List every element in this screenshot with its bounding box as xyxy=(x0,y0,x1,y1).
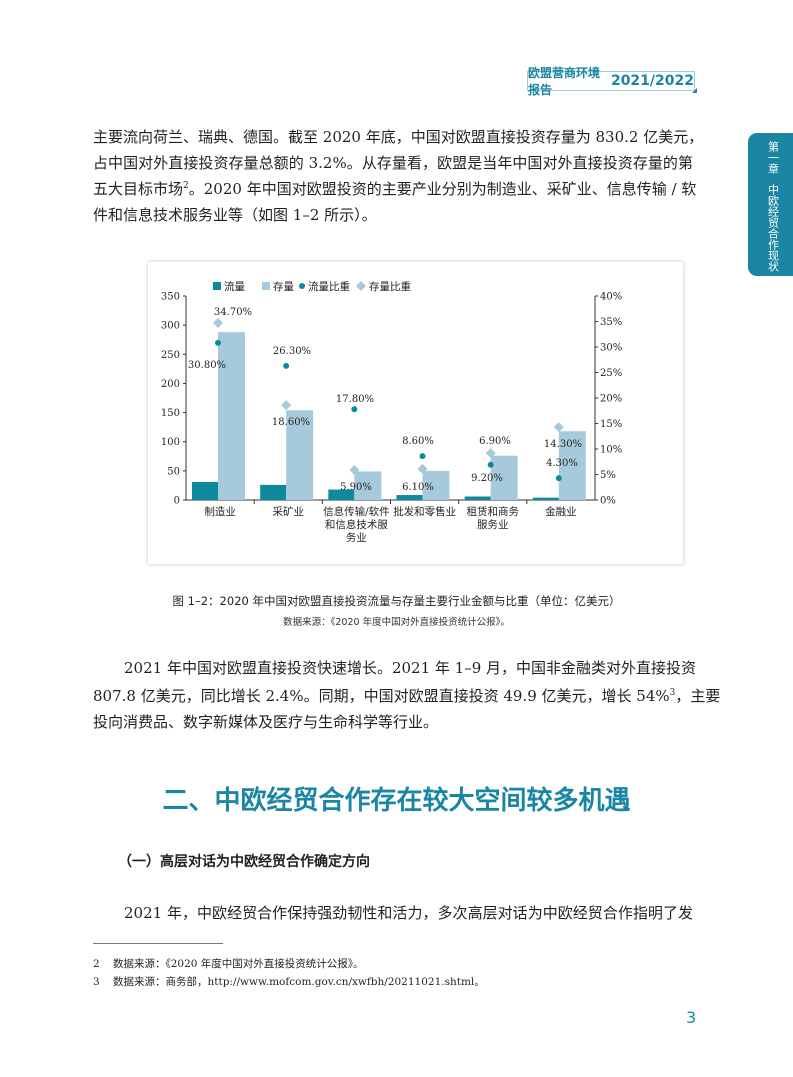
footnote-ref[interactable]: 2 xyxy=(183,181,189,191)
x-tick-label: 租赁和商务 xyxy=(467,505,520,518)
figure-source: 数据来源：《2020 年度中国对外直接投资统计公报》。 xyxy=(283,617,510,628)
stock-bar xyxy=(558,431,586,500)
y-tick-label: 0 xyxy=(174,496,180,507)
y2-tick-label: 25% xyxy=(600,368,622,379)
legend-flow-share-marker xyxy=(299,283,305,289)
paragraph-3: 2021 年，中欧经贸合作保持强劲韧性和活力，多次高层对话为中欧经贸合作指明了发 xyxy=(124,904,693,922)
legend-stock-label: 存量 xyxy=(273,280,294,293)
stock-bar xyxy=(490,455,518,500)
legend-flow-swatch xyxy=(213,282,221,290)
x-tick-label: 制造业 xyxy=(204,505,236,518)
y2-tick-label: 20% xyxy=(600,394,622,405)
legend-flow-label: 流量 xyxy=(224,280,245,293)
bar-chart: 0 50 100 150 200 250 300 350 0% 5% 10% 15% 20% 25% 30%… xyxy=(161,280,622,544)
y2-tick-label: 40% xyxy=(600,292,622,303)
x-tick-label: 批发和零售业 xyxy=(393,505,456,518)
y-tick-label: 200 xyxy=(161,379,180,390)
text-line: 主要流向荷兰、瑞典、德国。截至 2020 年底，中国对欧盟直接投资存量为 830… xyxy=(93,128,704,146)
flow-share-label: 4.30% xyxy=(546,458,578,469)
chart-figure: 0 50 100 150 200 250 300 350 0% 5% 10% 15% 20% 25% 30%… xyxy=(148,262,683,564)
x-tick-label: 信息传输/软件 xyxy=(323,505,390,518)
running-header: 欧盟营商环境报告 2021/2022 xyxy=(527,66,697,97)
y-tick-label: 250 xyxy=(161,350,180,361)
corner-mark xyxy=(692,88,697,93)
subsection-heading: （一）高层对话为中欧经贸合作确定方向 xyxy=(118,854,370,870)
stock-bar xyxy=(422,470,450,500)
flow-bar xyxy=(192,481,218,500)
stock-bar xyxy=(286,410,314,500)
y-tick-label: 350 xyxy=(161,292,180,303)
x-tick-label: 务业 xyxy=(346,531,367,544)
y2-tick-label: 15% xyxy=(600,419,622,430)
y2-tick-label: 5% xyxy=(600,470,616,481)
chapter-title: 中欧经贸合作现状 xyxy=(766,184,780,272)
header-year: 2021/2022 xyxy=(610,73,694,89)
y-tick-label: 300 xyxy=(161,321,180,332)
flow-bar xyxy=(328,489,355,500)
text-line: 占中国对外直接投资存量总额的 3.2%。从存量看，欧盟是当年中国对外直接投资存量… xyxy=(93,154,693,172)
stock-share-label: 18.60% xyxy=(272,417,310,428)
stock-share-diamond xyxy=(349,464,360,475)
flow-share-label: 8.60% xyxy=(402,436,434,447)
footnote: 3 数据来源：商务部，http://www.mofcom.gov.cn/xwfbh… xyxy=(93,976,485,988)
flow-bar xyxy=(260,484,287,500)
y-tick-label: 50 xyxy=(167,466,180,477)
stock-share-diamond xyxy=(417,463,428,474)
legend-stock-share-marker xyxy=(356,281,366,291)
footnote: 2 数据来源：《2020 年度中国对外直接投资统计公报》。 xyxy=(93,958,364,970)
y2-tick-label: 10% xyxy=(600,445,622,456)
y2-tick-label: 0% xyxy=(600,496,616,507)
text-line: 2021 年中国对欧盟直接投资快速增长。2021 年 1–9 月，中国非金融类对… xyxy=(124,659,697,677)
flow-share-label: 6.90% xyxy=(479,436,511,447)
stock-share-label: 14.30% xyxy=(544,439,582,450)
y2-tick-label: 30% xyxy=(600,343,622,354)
stock-share-diamond xyxy=(485,448,496,459)
section-heading: 二、中欧经贸合作存在较大空间较多机遇 xyxy=(162,786,631,816)
stock-share-label: 6.10% xyxy=(402,482,434,493)
figure-caption: 图 1–2：2020 年中国对欧盟直接投资流量与存量主要行业金额与比重（单位：亿… xyxy=(172,594,621,608)
text-line: 投向消费品、数字新媒体及医疗与生命科学等行业。 xyxy=(93,713,439,731)
flow-share-dot xyxy=(555,475,562,482)
footnote-ref[interactable]: 3 xyxy=(669,688,676,698)
y-tick-label: 150 xyxy=(161,408,180,419)
text-line: 件和信息技术服务业等（如图 1–2 所示）。 xyxy=(93,206,377,224)
text-line: 807.8 亿美元，同比增长 2.4%。同期，中国对欧盟直接投资 49.9 亿美… xyxy=(93,687,721,705)
stock-share-label: 5.90% xyxy=(340,482,372,493)
stock-share-diamond xyxy=(281,400,292,411)
header-title: 欧盟营商环境报告 xyxy=(528,66,601,97)
flow-share-label: 30.80% xyxy=(188,360,226,371)
legend-stock-share-label: 存量比重 xyxy=(369,280,411,293)
flow-share-label: 26.30% xyxy=(273,346,311,357)
stock-share-label: 34.70% xyxy=(214,307,252,318)
flow-bar xyxy=(396,495,423,500)
flow-share-label: 17.80% xyxy=(336,394,374,405)
flow-share-dot xyxy=(215,339,221,346)
flow-bar xyxy=(464,496,491,500)
page-number: 3 xyxy=(686,1008,697,1027)
flow-share-dot xyxy=(351,406,358,413)
x-tick-label: 和信息技术服 xyxy=(325,518,388,531)
x-tick-label: 服务业 xyxy=(477,518,509,531)
footnote-divider xyxy=(93,943,223,944)
flow-share-dot xyxy=(487,461,494,468)
flow-share-dot xyxy=(283,362,290,369)
stock-share-diamond xyxy=(553,422,564,433)
chapter-tab: 第一章 中欧经贸合作现状 xyxy=(748,133,793,276)
stock-share-diamond xyxy=(213,318,223,329)
stock-share-label: 9.20% xyxy=(471,473,503,484)
flow-share-dot xyxy=(419,453,426,460)
y-tick-label: 100 xyxy=(161,437,180,448)
stock-bar xyxy=(218,332,245,500)
x-tick-label: 采矿业 xyxy=(273,505,305,518)
stock-bar xyxy=(354,471,382,500)
y2-tick-label: 35% xyxy=(600,317,622,328)
legend-flow-share-label: 流量比重 xyxy=(308,280,350,293)
legend-stock-swatch xyxy=(262,282,270,290)
text-line: 五大目标市场2。2020 年中国对欧盟投资的主要产业分别为制造业、采矿业、信息传… xyxy=(93,180,697,198)
x-tick-label: 金融业 xyxy=(545,505,577,518)
chapter-number: 第一章 xyxy=(766,141,780,174)
flow-bar xyxy=(532,497,559,500)
